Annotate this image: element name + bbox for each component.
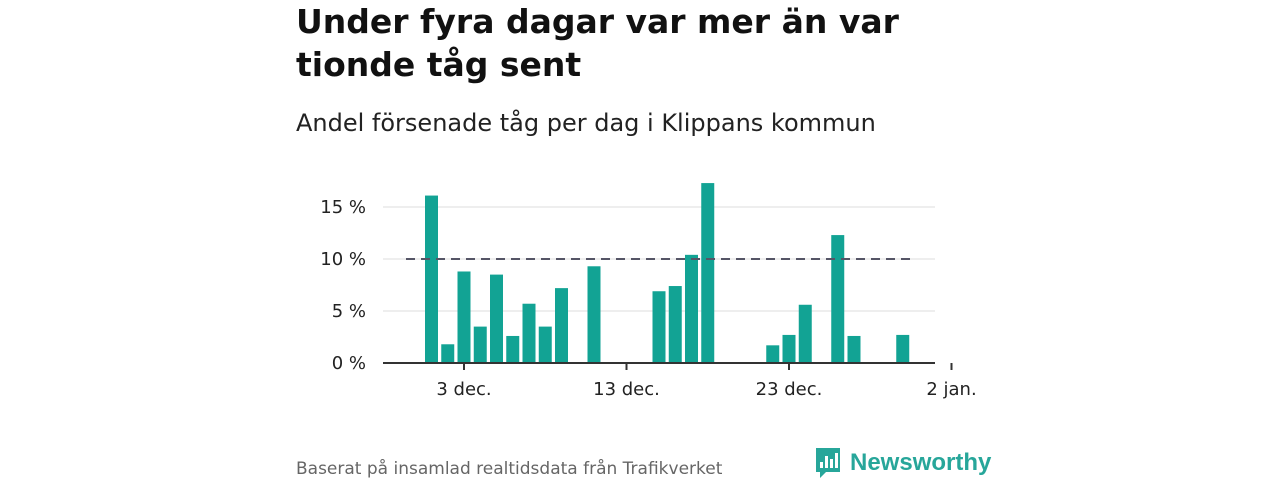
brand-logo: Newsworthy [814, 446, 991, 480]
bar [490, 274, 503, 363]
bar [668, 286, 682, 363]
bar [798, 304, 812, 363]
bar [766, 345, 780, 363]
bar [425, 195, 438, 363]
y-tick-label: 10 % [320, 249, 366, 270]
bar [896, 334, 910, 363]
bar [587, 266, 601, 363]
chart-title: Under fyra dagar var mer än var tionde t… [296, 2, 899, 84]
bar [652, 291, 666, 363]
bar [457, 271, 471, 363]
bar [538, 326, 552, 363]
x-tick-label: 13 dec. [593, 379, 660, 400]
y-tick-label: 5 % [332, 301, 366, 322]
x-tick-label: 23 dec. [756, 379, 823, 400]
bar [782, 334, 796, 363]
bar [685, 254, 698, 363]
x-tick-label: 2 jan. [926, 379, 976, 400]
bar [473, 326, 487, 363]
bar [555, 288, 568, 363]
bar [522, 303, 536, 363]
bar [701, 183, 715, 363]
bar [506, 335, 520, 363]
bar [831, 235, 845, 363]
chart-subtitle: Andel försenade tåg per dag i Klippans k… [296, 109, 876, 137]
newsworthy-logo-icon [816, 448, 840, 478]
source-note: Baserat på insamlad realtidsdata från Tr… [296, 459, 723, 479]
brand-name: Newsworthy [850, 449, 992, 476]
bar [847, 335, 861, 363]
x-tick-label: 3 dec. [436, 379, 491, 400]
bar [441, 344, 455, 363]
y-tick-label: 0 % [332, 353, 366, 374]
y-tick-label: 15 % [320, 197, 366, 218]
